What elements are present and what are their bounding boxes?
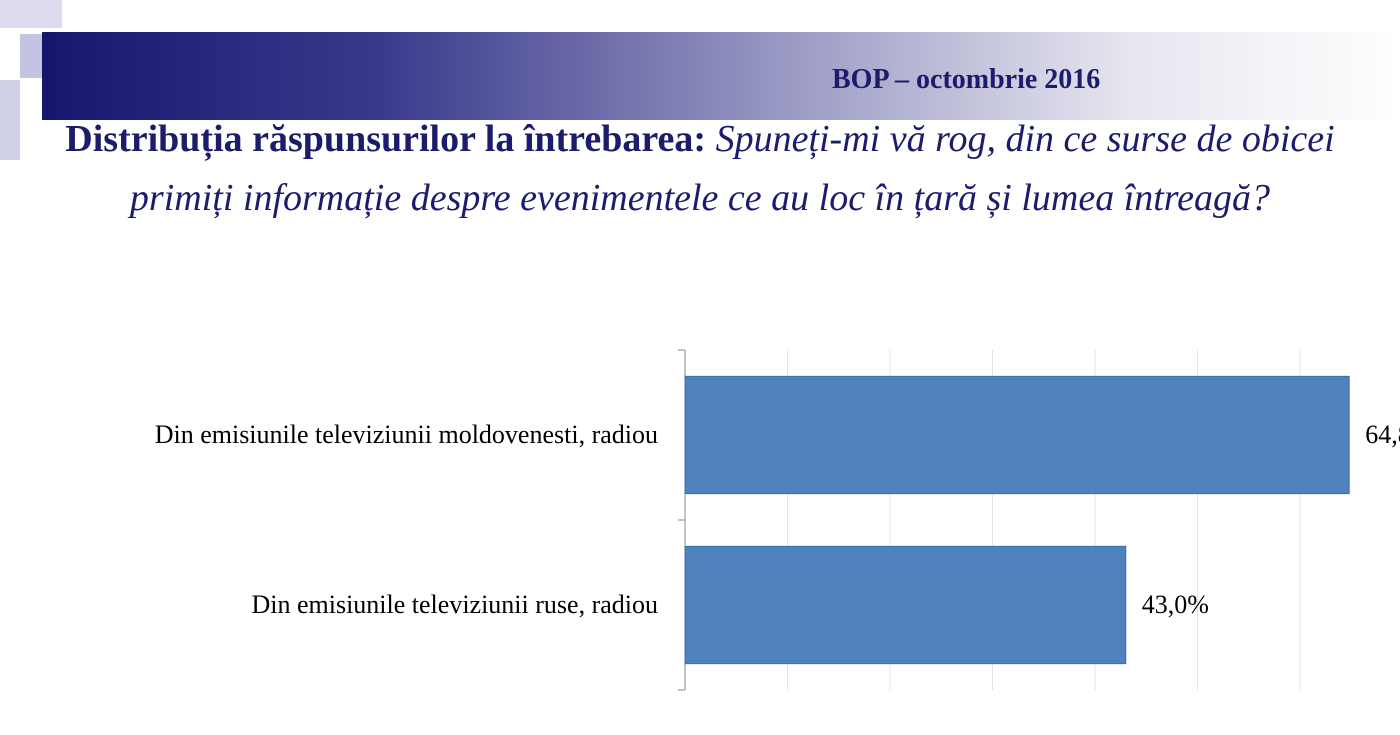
category-label: Din emisiunile televiziunii ruse, radiou (251, 590, 658, 619)
slide-title: Distribuția răspunsurilor la întrebarea:… (20, 110, 1380, 228)
value-label: 64,8% (1365, 420, 1400, 449)
title-question: Spuneți-mi vă rog, din ce surse de obice… (129, 118, 1335, 219)
source-label: BOP – octombrie 2016 (832, 64, 1101, 95)
title-lead: Distribuția răspunsurilor la întrebarea: (65, 118, 707, 160)
bar (684, 375, 1350, 495)
category-label: Din emisiunile televiziunii moldovenesti… (155, 420, 658, 449)
header-banner (42, 32, 1400, 120)
decor-square (0, 80, 20, 160)
decor-square (0, 0, 62, 28)
value-label: 43,0% (1142, 590, 1209, 619)
bar (684, 545, 1127, 665)
